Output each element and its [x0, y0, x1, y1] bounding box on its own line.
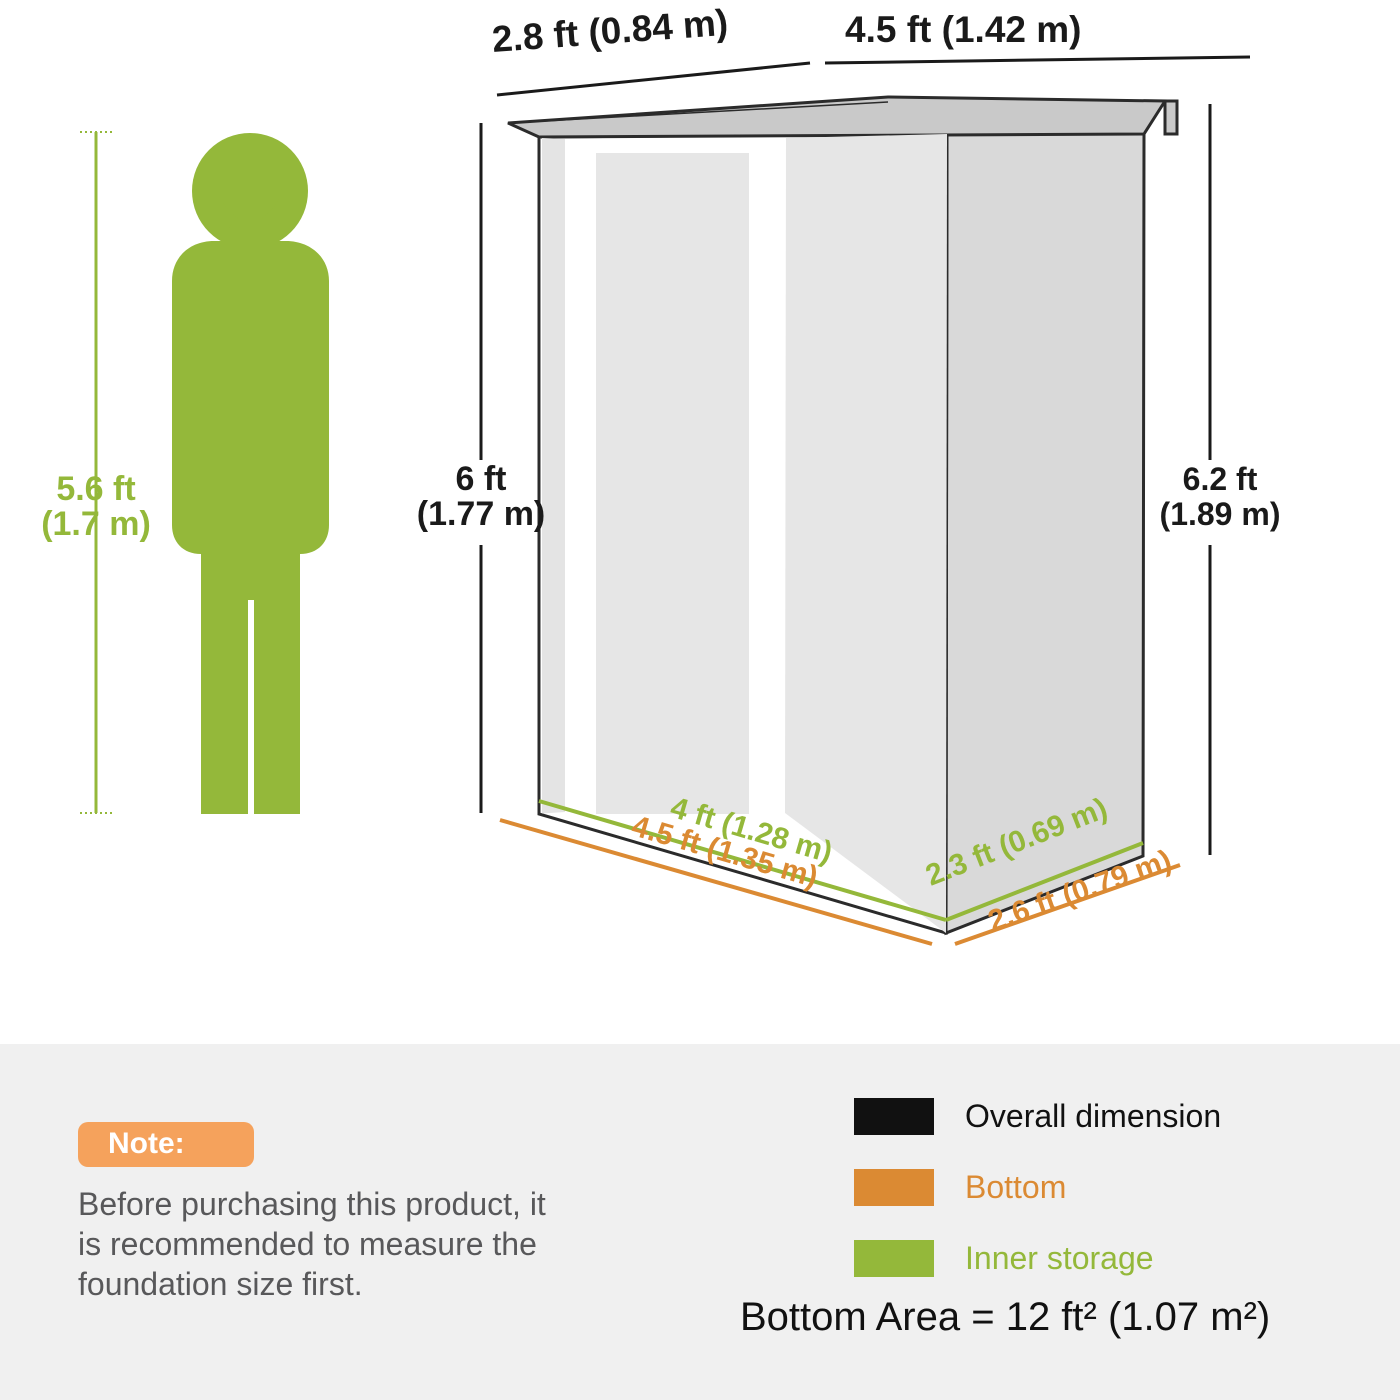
- svg-text:Note:: Note:: [108, 1127, 185, 1160]
- svg-text:Bottom: Bottom: [965, 1169, 1066, 1205]
- svg-text:Overall dimension: Overall dimension: [965, 1098, 1221, 1134]
- svg-text:4.5 ft (1.42 m): 4.5 ft (1.42 m): [845, 9, 1081, 50]
- svg-text:(1.89 m): (1.89 m): [1160, 496, 1281, 532]
- svg-text:Bottom Area = 12 ft² (1.07 m²): Bottom Area = 12 ft² (1.07 m²): [740, 1295, 1270, 1339]
- svg-text:6 ft: 6 ft: [456, 460, 507, 498]
- svg-text:(1.7 m): (1.7 m): [41, 505, 151, 543]
- svg-text:Inner storage: Inner storage: [965, 1240, 1154, 1276]
- svg-text:is recommended to measure the: is recommended to measure the: [78, 1226, 537, 1262]
- svg-text:6.2 ft: 6.2 ft: [1183, 461, 1258, 497]
- svg-text:foundation size first.: foundation size first.: [78, 1266, 363, 1302]
- svg-text:2.8 ft (0.84 m): 2.8 ft (0.84 m): [491, 2, 730, 60]
- svg-text:Before purchasing this product: Before purchasing this product, it: [78, 1186, 546, 1222]
- svg-text:(1.77 m): (1.77 m): [417, 495, 546, 533]
- svg-text:5.6 ft: 5.6 ft: [56, 470, 135, 508]
